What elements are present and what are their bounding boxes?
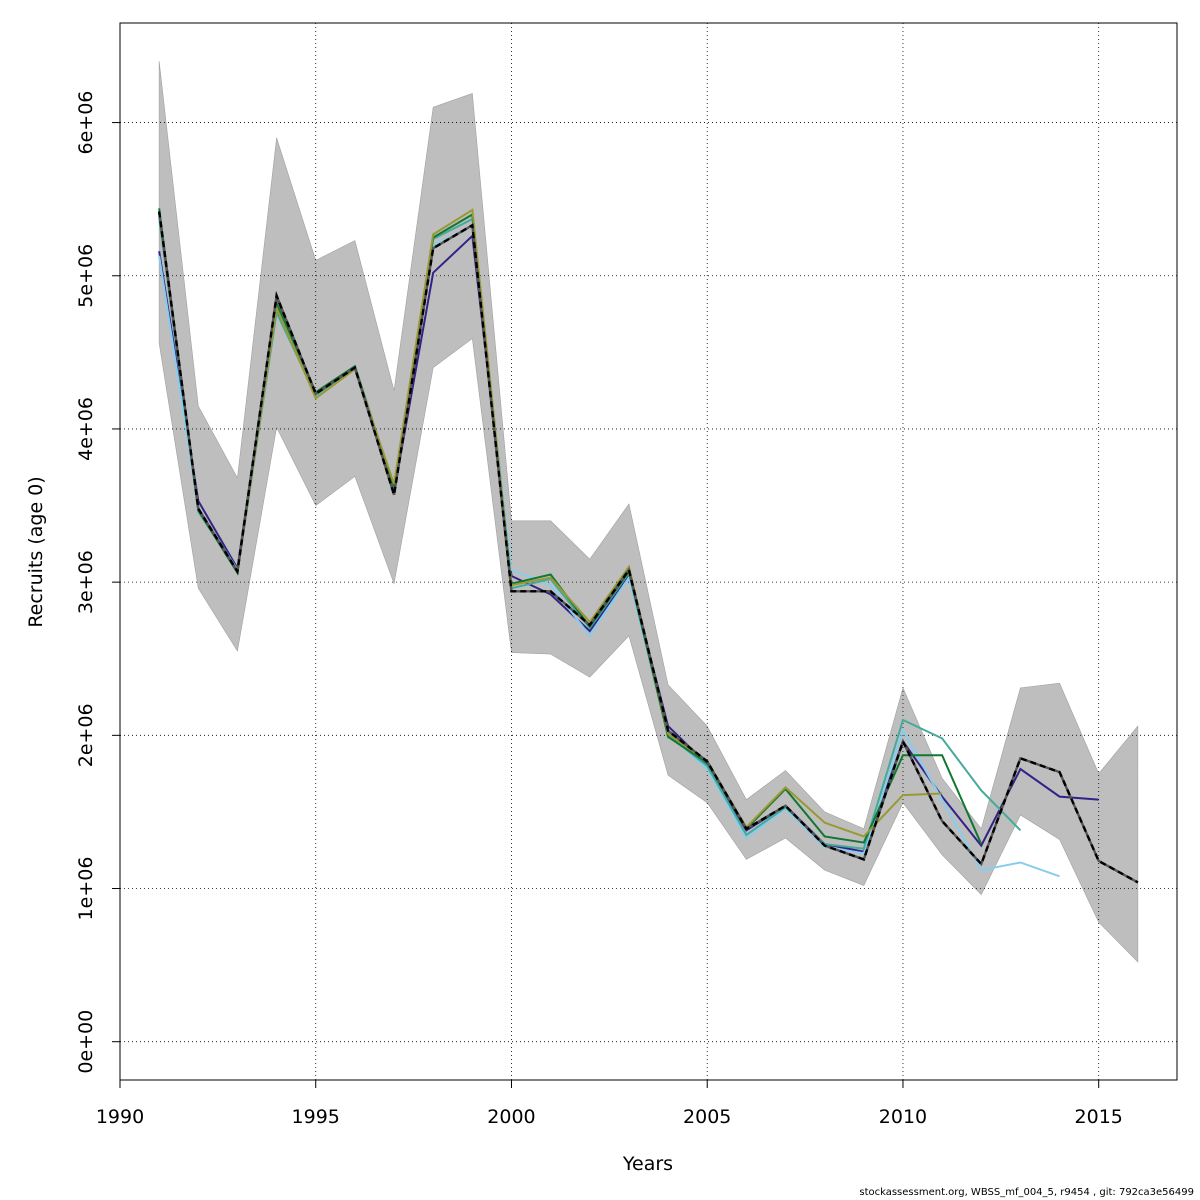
y-axis-label: Recruits (age 0)	[25, 476, 47, 627]
x-axis-label: Years	[622, 1153, 673, 1175]
x-tick-label: 1995	[292, 1106, 340, 1128]
x-tick-label: 2000	[487, 1106, 535, 1128]
x-tick-label: 2010	[879, 1106, 927, 1128]
x-tick-label: 2005	[683, 1106, 731, 1128]
x-tick-label: 1990	[96, 1106, 144, 1128]
y-axis: 0e+00 1e+06 2e+06 3e+06 4e+06 5e+06 6e+06	[75, 91, 121, 1074]
series-line-5	[158, 208, 943, 838]
confidence-band	[158, 61, 1139, 963]
y-tick-label: 4e+06	[75, 397, 97, 461]
grid-layer	[119, 23, 1177, 1080]
footer-credit: stockassessment.org, WBSS_mf_004_5, r945…	[859, 1187, 1194, 1198]
x-axis: 1990 1995 2000 2005 2010 2015	[96, 1079, 1123, 1128]
y-tick-label: 2e+06	[75, 703, 97, 767]
confidence-band-layer	[158, 61, 1139, 963]
x-tick-label: 2015	[1075, 1106, 1123, 1128]
y-tick-label: 3e+06	[75, 550, 97, 614]
y-tick-label: 5e+06	[75, 244, 97, 308]
y-tick-label: 6e+06	[75, 91, 97, 155]
y-tick-label: 0e+00	[75, 1010, 97, 1074]
series-layer	[157, 208, 1139, 884]
series-line-reference	[157, 211, 1139, 884]
y-tick-label: 1e+06	[75, 857, 97, 921]
